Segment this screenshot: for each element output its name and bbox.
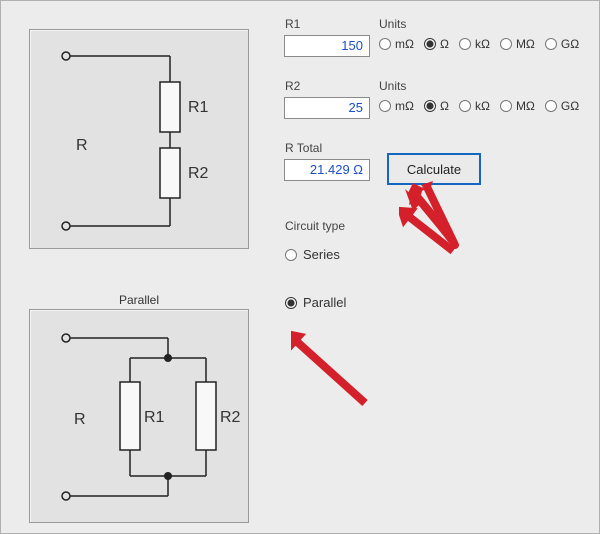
svg-text:R2: R2 [220,409,241,426]
diagram-parallel: R R1 R2 [29,309,249,523]
r2-units-label: Units [379,79,406,93]
r2-unit-mohm[interactable]: mΩ [379,99,414,113]
r2-unit-ohm[interactable]: Ω [424,99,449,113]
calculate-button[interactable]: Calculate [387,153,481,185]
circuit-type-label: Circuit type [285,219,345,233]
diagram-series: R R1 R2 [29,29,249,249]
r2-unit-Gohm[interactable]: GΩ [545,99,579,113]
arrow-calc-icon [399,183,469,263]
r1-unit-Mohm[interactable]: MΩ [500,37,535,51]
arrow-parallel-icon [291,297,381,417]
r1-label: R1 [285,17,300,31]
r2-unit-Mohm[interactable]: MΩ [500,99,535,113]
diagram-r-label: R [76,137,88,154]
r2-units-row: mΩ Ω kΩ MΩ GΩ [379,99,587,113]
r1-input[interactable]: 150 [284,35,370,57]
r1-unit-ohm[interactable]: Ω [424,37,449,51]
r2-unit-kohm[interactable]: kΩ [459,99,490,113]
r1-units-label: Units [379,17,406,31]
r2-input[interactable]: 25 [284,97,370,119]
r1-unit-Gohm[interactable]: GΩ [545,37,579,51]
r1-unit-mohm[interactable]: mΩ [379,37,414,51]
r1-unit-kohm[interactable]: kΩ [459,37,490,51]
rtotal-label: R Total [285,141,322,155]
circuit-type-series[interactable]: Series [285,247,340,262]
rtotal-output: 21.429 Ω [284,159,370,181]
parallel-header: Parallel [29,293,249,307]
r2-label: R2 [285,79,300,93]
svg-text:R: R [74,411,86,428]
diagram-r2-label: R2 [188,165,209,182]
svg-text:R1: R1 [144,409,165,426]
diagram-r1-label: R1 [188,99,209,116]
r1-units-row: mΩ Ω kΩ MΩ GΩ [379,37,587,51]
